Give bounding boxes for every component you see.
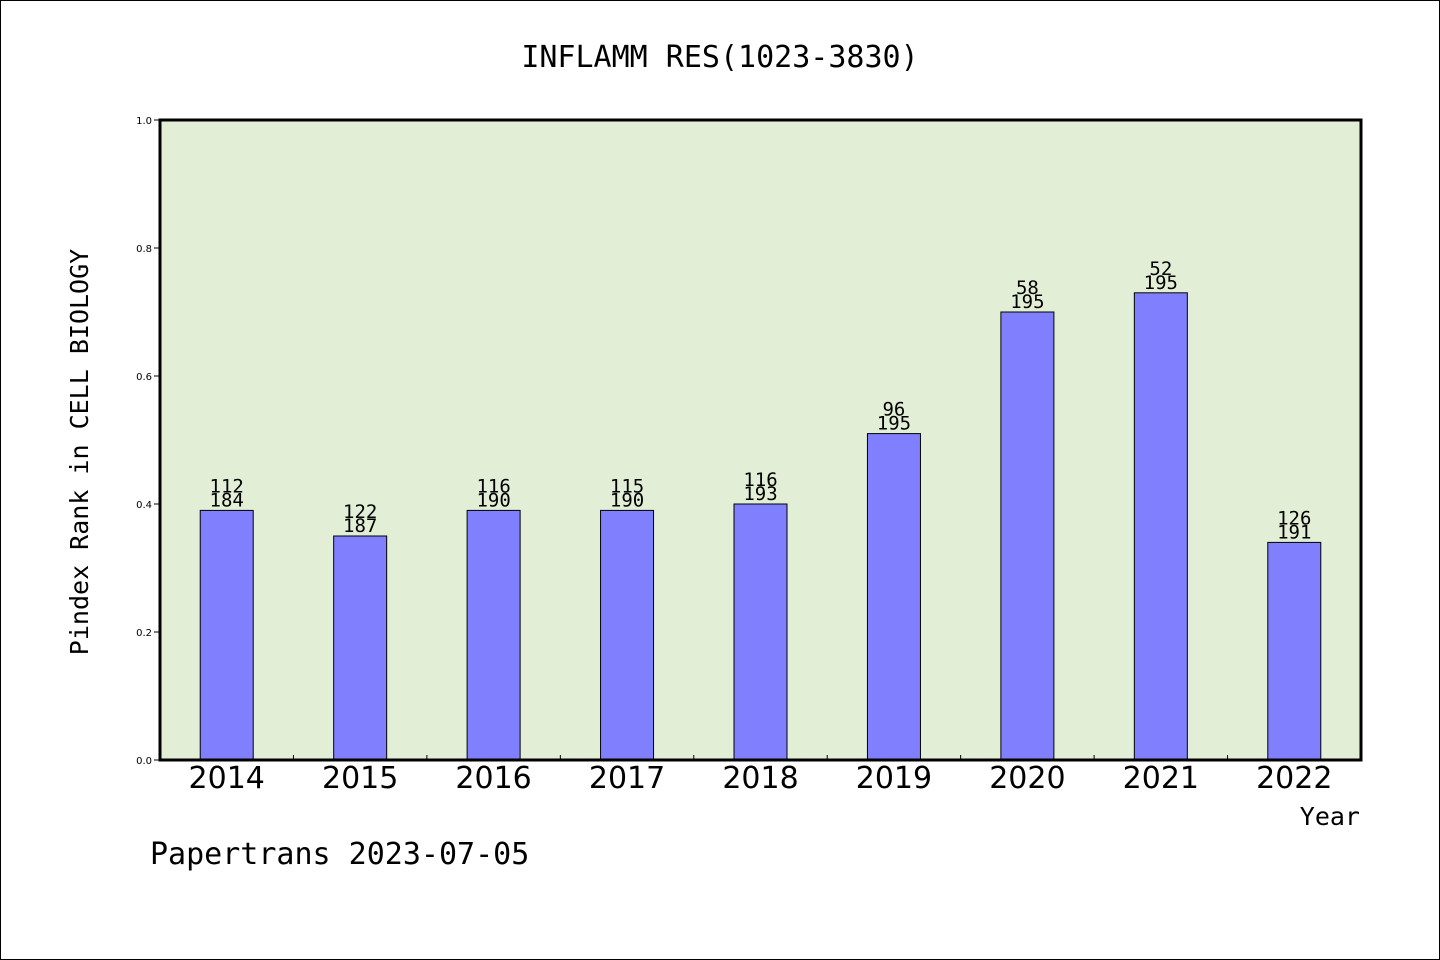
bar-rank-label: 115: [610, 475, 644, 497]
bar-total-label: 195: [1144, 272, 1178, 294]
x-axis-label: Year: [1300, 802, 1360, 831]
bar-rank-label: 58: [1016, 277, 1039, 299]
y-tick-label: 0.6: [136, 372, 152, 383]
y-tick-label: 0.8: [136, 244, 152, 255]
bar-rank-label: 96: [882, 399, 905, 421]
x-tick-label: 2016: [455, 761, 531, 796]
bar-total-label: 190: [476, 489, 510, 511]
bar-total-label: 184: [210, 489, 244, 511]
bar: [733, 503, 788, 761]
bar: [600, 509, 655, 761]
y-tick-label: 0.4: [136, 500, 152, 511]
bar-rank-label: 116: [743, 469, 777, 491]
bar-total-label: 187: [343, 515, 377, 537]
bar: [466, 509, 521, 761]
bar-rank-label: 52: [1149, 258, 1172, 280]
x-tick-label: 2017: [589, 761, 665, 796]
bar-total-label: 191: [1277, 521, 1311, 543]
y-tick-label: 0.2: [136, 628, 152, 639]
bar-total-label: 195: [877, 413, 911, 435]
y-tick-label: 1.0: [136, 116, 152, 127]
footer-text: Papertrans 2023-07-05: [150, 837, 529, 872]
bar-rank-label: 126: [1277, 507, 1311, 529]
y-tick-label: 0.0: [136, 756, 152, 767]
x-tick-label: 2022: [1256, 761, 1332, 796]
x-tick-label: 2015: [322, 761, 398, 796]
bar: [866, 433, 921, 761]
bar-total-label: 190: [610, 489, 644, 511]
x-tick-label: 2014: [189, 761, 265, 796]
bar: [1267, 541, 1322, 761]
y-axis-label: Pindex Rank in CELL BIOLOGY: [65, 249, 94, 655]
plot-border: [158, 118, 1363, 762]
bar: [1133, 292, 1188, 761]
bar-rank-label: 116: [476, 475, 510, 497]
bar-total-label: 195: [1010, 291, 1044, 313]
x-tick-label: 2018: [722, 761, 798, 796]
bar-rank-label: 112: [210, 475, 244, 497]
bar-rank-label: 122: [343, 501, 377, 523]
bar-total-label: 193: [743, 483, 777, 505]
bar: [1000, 311, 1055, 761]
x-tick-label: 2020: [989, 761, 1065, 796]
bar: [199, 509, 254, 761]
chart-title: INFLAMM RES(1023-3830): [521, 40, 918, 75]
bar: [333, 535, 388, 761]
x-tick-label: 2019: [856, 761, 932, 796]
x-tick-label: 2021: [1123, 761, 1199, 796]
